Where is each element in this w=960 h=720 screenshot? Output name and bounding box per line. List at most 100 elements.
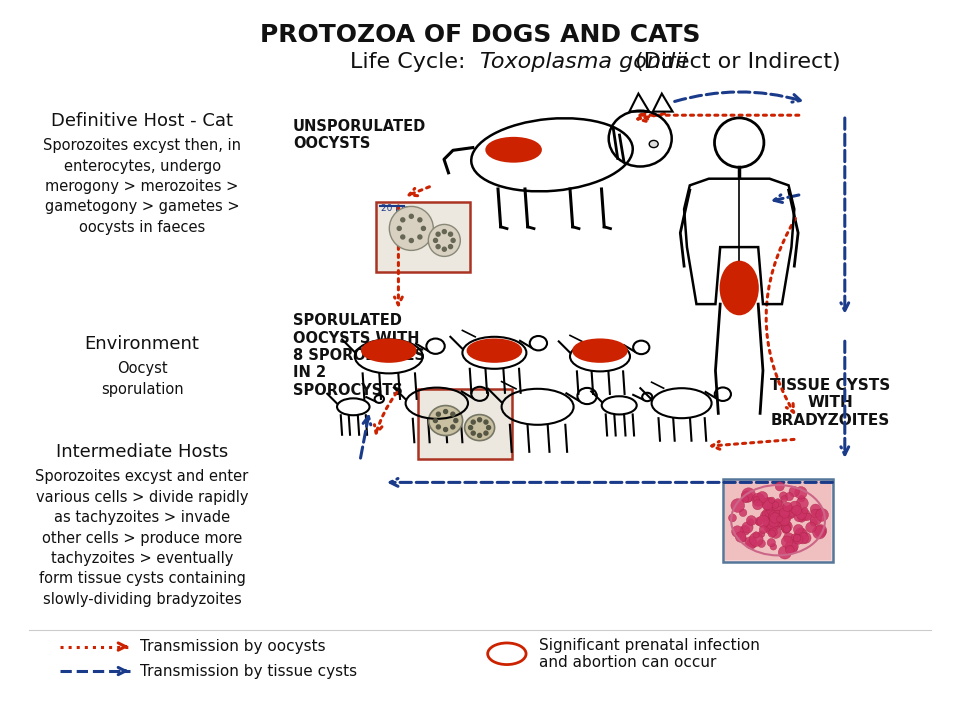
Text: Environment: Environment bbox=[84, 335, 200, 353]
Circle shape bbox=[812, 526, 826, 539]
FancyBboxPatch shape bbox=[723, 479, 833, 562]
Circle shape bbox=[760, 510, 771, 521]
Circle shape bbox=[487, 426, 491, 430]
Circle shape bbox=[795, 528, 807, 540]
Circle shape bbox=[434, 238, 438, 243]
Ellipse shape bbox=[428, 405, 463, 436]
Circle shape bbox=[400, 218, 405, 222]
Circle shape bbox=[804, 513, 811, 521]
Circle shape bbox=[735, 531, 746, 542]
Text: Life Cycle:: Life Cycle: bbox=[350, 52, 480, 72]
Circle shape bbox=[444, 428, 447, 431]
Circle shape bbox=[443, 230, 446, 233]
Circle shape bbox=[796, 498, 808, 509]
Circle shape bbox=[757, 539, 765, 547]
Circle shape bbox=[739, 509, 747, 516]
Circle shape bbox=[437, 412, 441, 416]
Circle shape bbox=[775, 514, 783, 523]
Circle shape bbox=[471, 420, 475, 424]
Circle shape bbox=[791, 534, 802, 544]
Circle shape bbox=[397, 226, 401, 230]
Text: UNSPORULATED
OOCYSTS: UNSPORULATED OOCYSTS bbox=[293, 119, 426, 151]
Circle shape bbox=[477, 433, 482, 438]
Circle shape bbox=[400, 235, 405, 239]
Circle shape bbox=[780, 508, 790, 518]
Circle shape bbox=[756, 492, 768, 503]
Circle shape bbox=[780, 516, 790, 526]
Circle shape bbox=[758, 531, 765, 537]
Circle shape bbox=[770, 544, 777, 550]
Text: SPORULATED
OOCYSTS WITH
8 SPOROZOITES
IN 2
SPOROCYSTS: SPORULATED OOCYSTS WITH 8 SPOROZOITES IN… bbox=[293, 313, 424, 398]
Circle shape bbox=[783, 533, 794, 543]
Circle shape bbox=[815, 509, 824, 518]
Circle shape bbox=[477, 418, 482, 422]
Circle shape bbox=[782, 526, 789, 534]
Circle shape bbox=[769, 510, 782, 523]
Circle shape bbox=[745, 536, 757, 549]
Circle shape bbox=[769, 520, 776, 527]
Circle shape bbox=[753, 500, 762, 510]
Circle shape bbox=[774, 499, 782, 507]
Circle shape bbox=[780, 523, 786, 531]
Circle shape bbox=[769, 516, 780, 527]
Circle shape bbox=[799, 495, 804, 502]
Text: (Direct or Indirect): (Direct or Indirect) bbox=[628, 52, 841, 72]
Text: PROTOZOA OF DOGS AND CATS: PROTOZOA OF DOGS AND CATS bbox=[260, 23, 700, 47]
Ellipse shape bbox=[649, 140, 659, 148]
Circle shape bbox=[785, 540, 798, 553]
Circle shape bbox=[753, 531, 759, 538]
Circle shape bbox=[772, 500, 784, 512]
Circle shape bbox=[770, 513, 780, 523]
Circle shape bbox=[742, 495, 749, 503]
Ellipse shape bbox=[465, 415, 494, 441]
FancyBboxPatch shape bbox=[376, 202, 470, 272]
Circle shape bbox=[785, 546, 794, 554]
Circle shape bbox=[731, 499, 745, 513]
Circle shape bbox=[763, 516, 777, 529]
Circle shape bbox=[409, 215, 414, 218]
Circle shape bbox=[765, 524, 776, 534]
Circle shape bbox=[767, 519, 779, 531]
Circle shape bbox=[800, 532, 811, 544]
Circle shape bbox=[781, 536, 793, 548]
Circle shape bbox=[390, 207, 433, 251]
Circle shape bbox=[418, 235, 421, 239]
Ellipse shape bbox=[487, 138, 540, 161]
Circle shape bbox=[792, 544, 798, 551]
Circle shape bbox=[778, 510, 791, 524]
Circle shape bbox=[796, 509, 806, 519]
Circle shape bbox=[780, 495, 787, 503]
Circle shape bbox=[421, 226, 425, 230]
Ellipse shape bbox=[468, 340, 521, 361]
Circle shape bbox=[755, 517, 762, 525]
Text: Sporozoites excyst and enter
various cells > divide rapidly
as tachyzoites > inv: Sporozoites excyst and enter various cel… bbox=[36, 469, 249, 607]
Circle shape bbox=[484, 420, 488, 424]
Circle shape bbox=[762, 508, 775, 521]
Circle shape bbox=[797, 532, 808, 544]
Circle shape bbox=[433, 418, 438, 423]
Circle shape bbox=[782, 508, 791, 517]
Circle shape bbox=[748, 519, 754, 525]
Text: Transmission by oocysts: Transmission by oocysts bbox=[139, 639, 325, 654]
Circle shape bbox=[769, 497, 775, 503]
Circle shape bbox=[811, 509, 820, 518]
Circle shape bbox=[793, 534, 804, 544]
Circle shape bbox=[436, 245, 440, 248]
Text: 20 μm: 20 μm bbox=[381, 204, 410, 212]
Circle shape bbox=[454, 418, 458, 423]
Circle shape bbox=[768, 513, 778, 523]
Circle shape bbox=[765, 508, 775, 518]
Circle shape bbox=[740, 536, 747, 542]
Text: Significant prenatal infection
and abortion can occur: Significant prenatal infection and abort… bbox=[539, 638, 759, 670]
Circle shape bbox=[781, 524, 791, 533]
Circle shape bbox=[729, 514, 736, 522]
Circle shape bbox=[795, 487, 807, 499]
Circle shape bbox=[418, 218, 421, 222]
Circle shape bbox=[772, 502, 779, 508]
Circle shape bbox=[468, 426, 472, 430]
Ellipse shape bbox=[721, 262, 757, 314]
Circle shape bbox=[443, 247, 446, 251]
Circle shape bbox=[762, 498, 776, 510]
Circle shape bbox=[782, 503, 792, 511]
Circle shape bbox=[746, 516, 756, 526]
